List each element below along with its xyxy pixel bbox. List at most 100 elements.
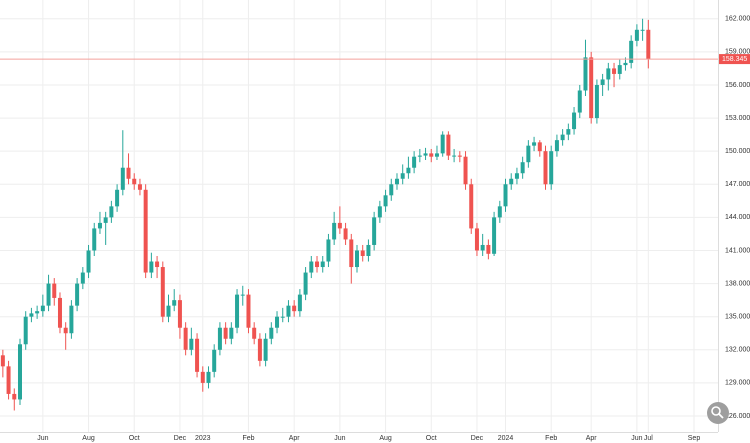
x-tick-label: Aug [82,435,95,442]
candle-body [537,142,542,152]
y-tick-label: 159.000 [725,49,750,56]
candle-body [372,217,377,245]
candle-body [172,300,177,306]
candle-body [240,294,245,296]
candle-body [446,134,451,156]
x-tick-label: Jun [334,435,345,442]
candle-body [480,244,485,251]
candle-body [440,134,445,154]
candle-body [109,206,114,218]
candle-body [75,283,80,306]
candle-body [195,338,200,372]
candle-body [46,283,51,306]
candle-body [589,57,594,119]
candle-body [606,68,611,80]
candle-body [23,316,28,345]
candle-body [229,327,234,339]
candle-body [429,153,434,157]
x-tick-label: Feb [545,435,557,442]
candle-body [612,68,617,74]
candle-body [469,184,474,229]
x-tick-label: Jul [644,435,653,442]
x-tick-label: Oct [426,435,437,442]
candle-body [52,283,57,298]
candle-body [572,112,577,130]
x-tick-label: Sep [688,435,701,442]
price-label-bg [719,54,750,65]
x-tick-label: Jun [37,435,48,442]
candle-body [155,261,160,268]
candle-body [474,228,479,251]
candle-body [640,29,645,31]
candle-body [149,261,154,273]
candle-body [560,134,565,141]
candle-body [132,178,137,185]
candle-body [452,155,457,157]
candle-body [594,84,599,119]
candle-body [35,311,40,314]
candle-body [206,371,211,383]
y-tick-label: 147.000 [725,181,750,188]
candle-body [57,297,62,328]
candle-body [6,366,11,394]
zoom-button[interactable] [707,402,729,424]
candle-body [183,327,188,350]
candle-body [543,151,548,185]
candle-body [257,338,262,361]
candle-body [177,300,182,328]
zoom-button-bg[interactable] [707,402,729,424]
candle-body [332,222,337,240]
candle-body [520,162,525,174]
candle-body [0,355,5,367]
candle-body [394,178,399,185]
x-tick-label: 2023 [195,435,211,442]
candle-body [97,222,102,229]
candle-body [486,244,491,254]
candle-body [497,206,502,218]
candle-body [503,184,508,207]
candle-body [292,305,297,312]
candle-body [120,167,125,190]
candle-body [457,155,462,157]
zoom-icon [718,413,724,419]
y-tick-label: 135.000 [725,314,750,321]
y-tick-label: 129.000 [725,380,750,387]
x-tick-label: Dec [174,435,187,442]
candle-body [617,65,622,74]
candle-body [263,338,268,361]
candle-body [252,327,257,339]
candle-body [423,153,428,156]
y-tick-label: 144.000 [725,214,750,221]
candle-body [343,228,348,240]
candle-body [17,344,22,400]
x-tick-label: Aug [379,435,392,442]
candle-body [63,327,68,334]
candle-body [115,189,120,207]
x-tick-label: Dec [471,435,484,442]
candle-body [212,349,217,372]
candle-body [646,29,651,60]
candle-body [280,316,285,318]
candle-body [623,62,628,66]
y-tick-label: 162.000 [725,16,750,23]
candle-body [92,228,97,251]
candle-body [80,272,85,284]
candle-body [166,305,171,317]
candle-body [297,294,302,312]
candle-body [532,142,537,146]
candle-body [526,145,531,163]
candle-body [286,305,291,317]
candle-body [103,217,108,223]
candle-body [246,294,251,328]
candle-body [320,261,325,268]
candle-body [400,173,405,179]
candle-body [566,129,571,135]
y-tick-label: 138.000 [725,280,750,287]
candle-body [629,40,634,63]
overlay: 158.345 [0,54,750,65]
y-tick-label: 150.000 [725,148,750,155]
zoom-icon [711,406,721,416]
